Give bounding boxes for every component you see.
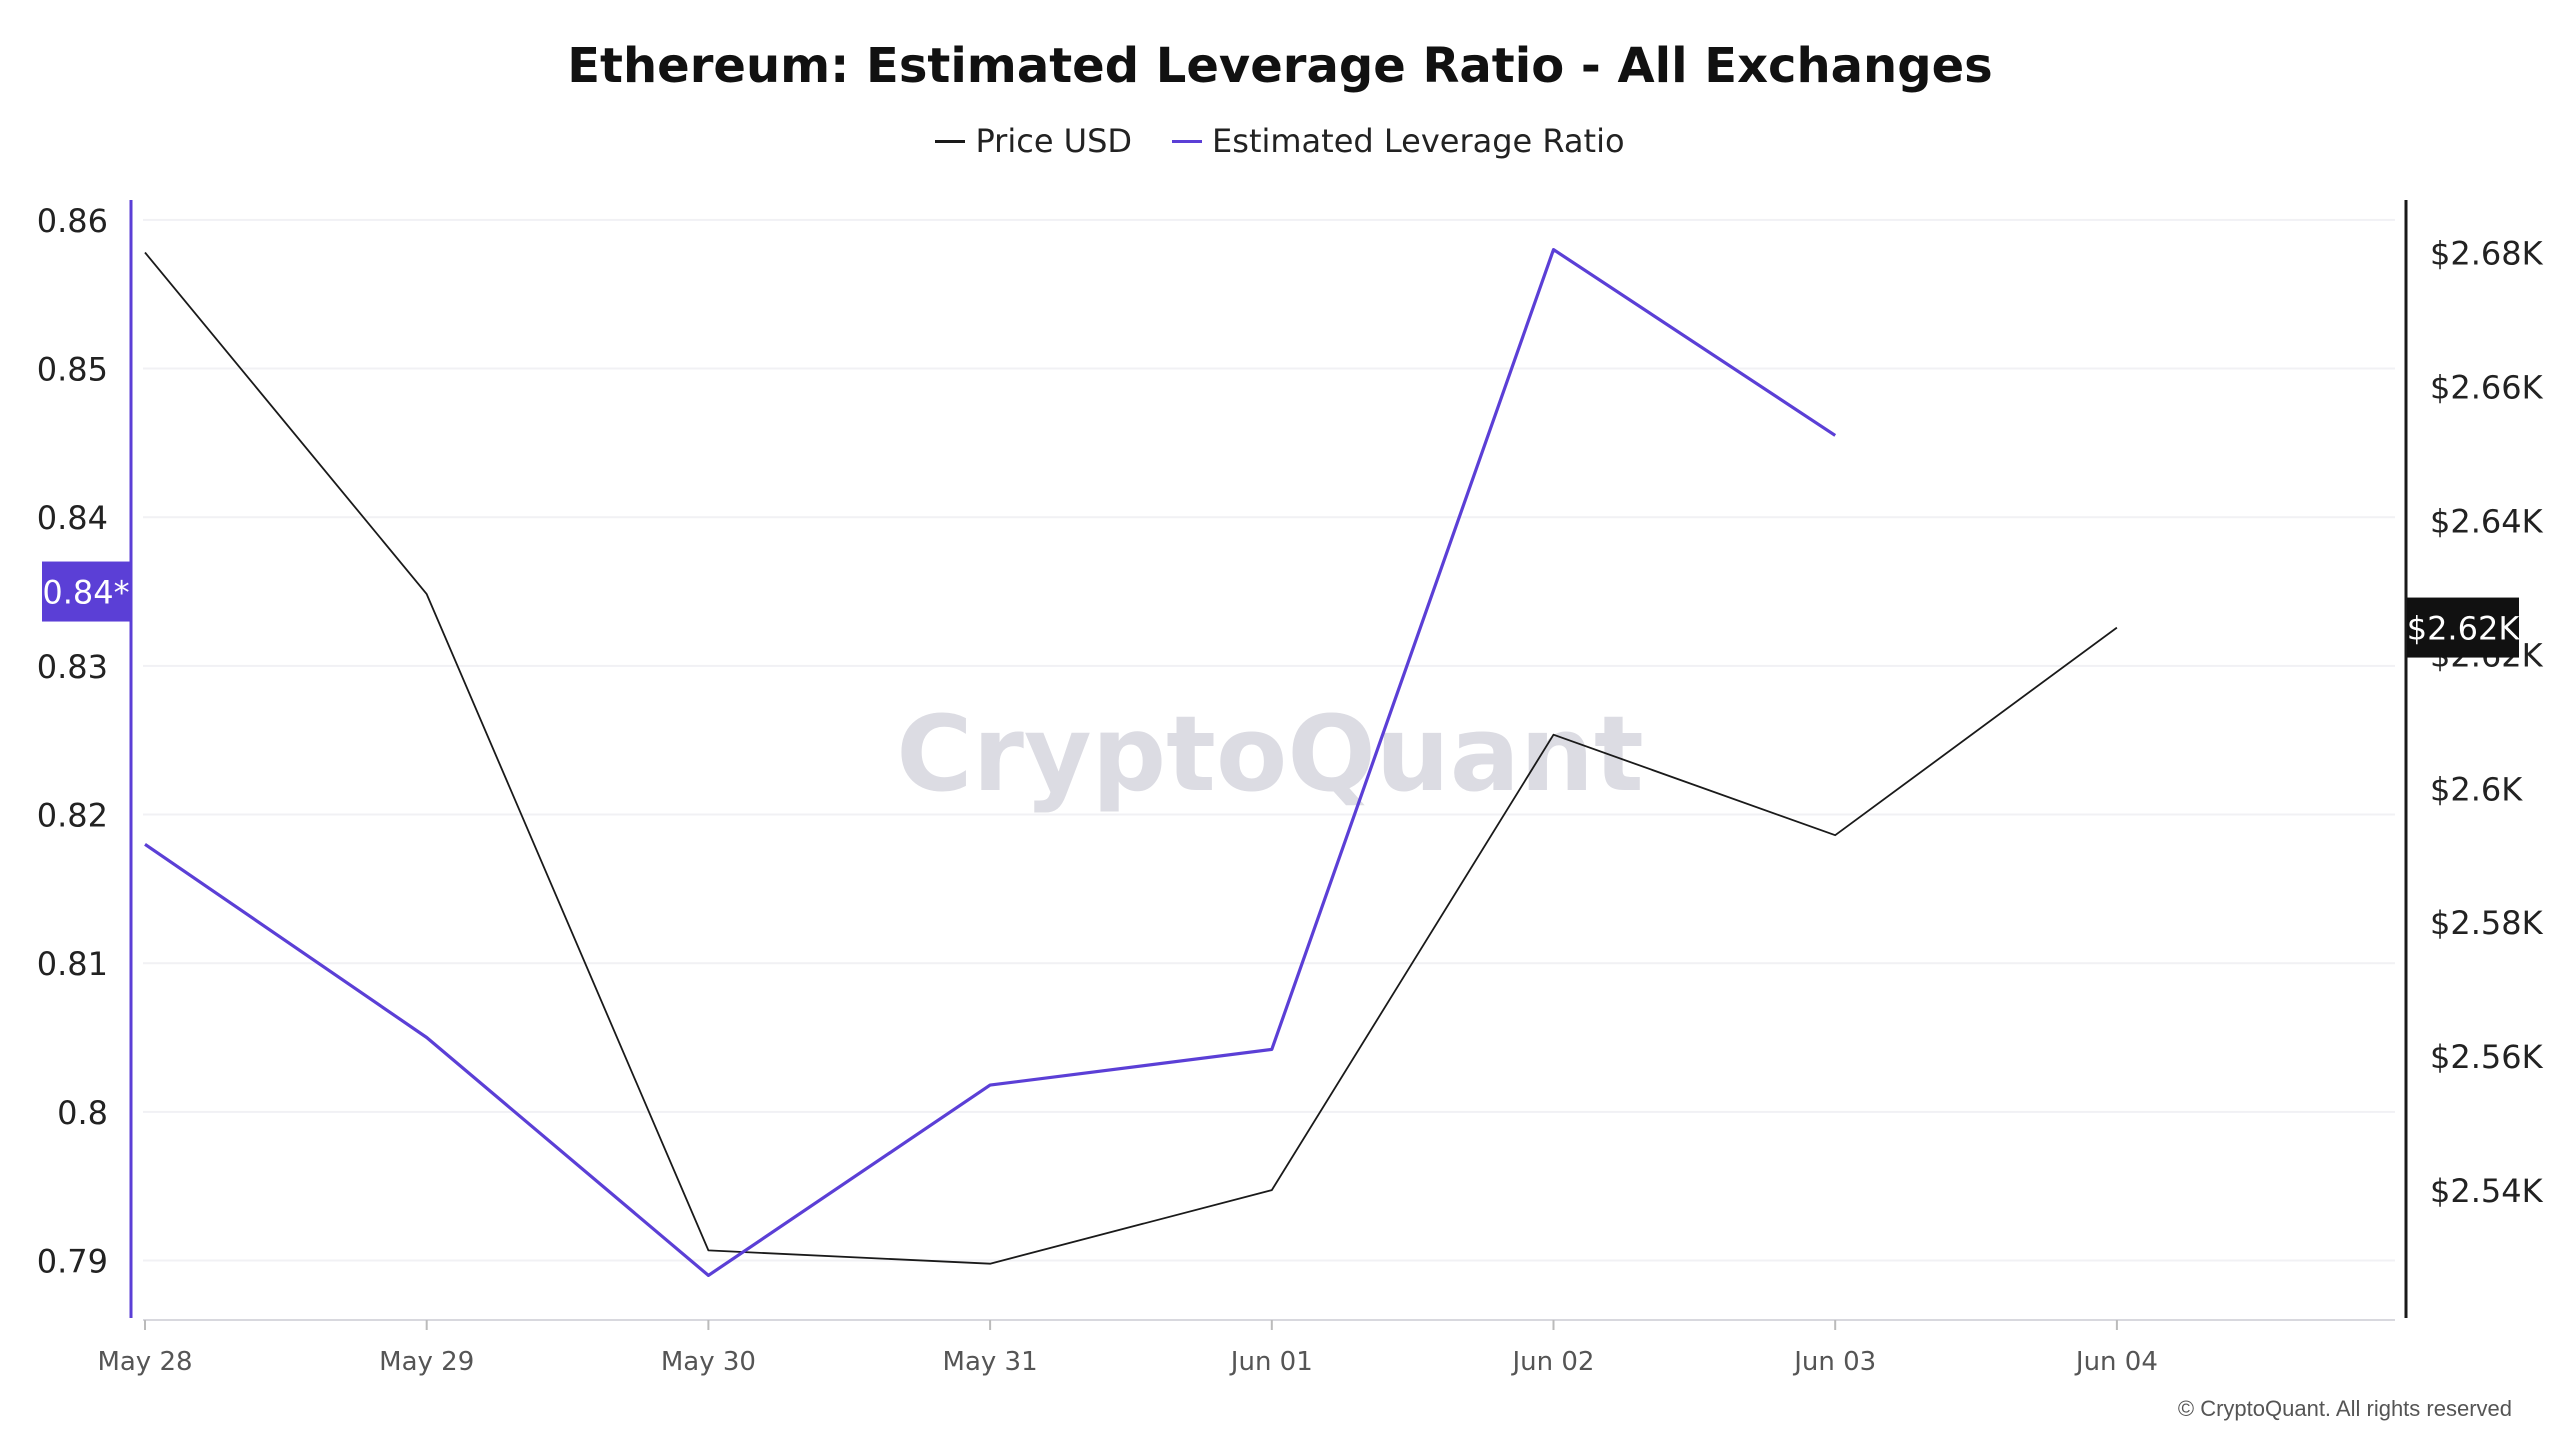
legend-item-leverage[interactable]: Estimated Leverage Ratio (1172, 122, 1625, 160)
chart-title: Ethereum: Estimated Leverage Ratio - All… (567, 38, 1993, 94)
x-tick-label: Jun 01 (1229, 1347, 1313, 1377)
left-tick-label: 0.84 (37, 499, 108, 537)
left-tick-label: 0.79 (37, 1243, 108, 1281)
series-lines (144, 248, 2118, 1278)
right-tick-label: $2.6K (2430, 770, 2523, 808)
left-tick-label: 0.8 (57, 1094, 108, 1132)
axes (129, 200, 2408, 1321)
current-value-badges: 0.84* $2.62K (42, 561, 2521, 658)
right-tick-label: $2.66K (2430, 368, 2544, 406)
right-tick-label: $2.54K (2430, 1172, 2544, 1210)
right-tick-label: $2.56K (2430, 1038, 2544, 1076)
left-tick-label: 0.81 (37, 945, 108, 983)
x-tick-label: May 31 (943, 1347, 1038, 1377)
right-tick-label: $2.58K (2430, 904, 2544, 942)
right-current-value-badge (2407, 597, 2519, 658)
x-axis-ticks: May 28 May 29 May 30 May 31 Jun 01 Jun 02 Jun … (97, 1320, 2158, 1377)
leverage-ratio-line (144, 248, 1837, 1278)
x-tick-label: May 29 (379, 1347, 474, 1377)
x-tick-label: Jun 04 (2074, 1347, 2158, 1377)
right-current-value-label: $2.62K (2407, 610, 2521, 648)
left-tick-label: 0.83 (37, 648, 108, 686)
copyright-notice: © CryptoQuant. All rights reserved (2177, 1396, 2512, 1421)
legend-label-price: Price USD (975, 122, 1133, 160)
legend-swatch-price (935, 139, 966, 143)
left-tick-label: 0.86 (37, 202, 108, 240)
legend: Price USD Estimated Leverage Ratio (0, 122, 2560, 160)
legend-label-leverage: Estimated Leverage Ratio (1212, 122, 1625, 160)
legend-swatch-leverage (1172, 139, 1203, 143)
x-tick-label: Jun 02 (1511, 1347, 1595, 1377)
x-tick-label: May 28 (97, 1347, 192, 1377)
right-tick-label: $2.64K (2430, 502, 2544, 540)
left-tick-label: 0.85 (37, 351, 108, 389)
legend-item-price[interactable]: Price USD (935, 122, 1132, 160)
right-tick-label: $2.68K (2430, 235, 2544, 273)
right-axis-ticks: $2.68K$2.66K$2.64K$2.62K$2.6K$2.58K$2.56… (2430, 235, 2544, 1211)
price-usd-line (144, 251, 2118, 1265)
grid-lines (143, 218, 2395, 1262)
left-tick-label: 0.82 (37, 797, 108, 835)
left-current-value-badge (42, 561, 132, 622)
left-axis-ticks: 0.86 0.85 0.84 0.83 0.82 0.81 0.8 0.79 (37, 202, 108, 1281)
x-tick-label: Jun 03 (1792, 1347, 1876, 1377)
left-current-value-label: 0.84* (42, 574, 129, 612)
watermark: CryptoQuant (896, 693, 1643, 815)
x-tick-label: May 30 (661, 1347, 756, 1377)
